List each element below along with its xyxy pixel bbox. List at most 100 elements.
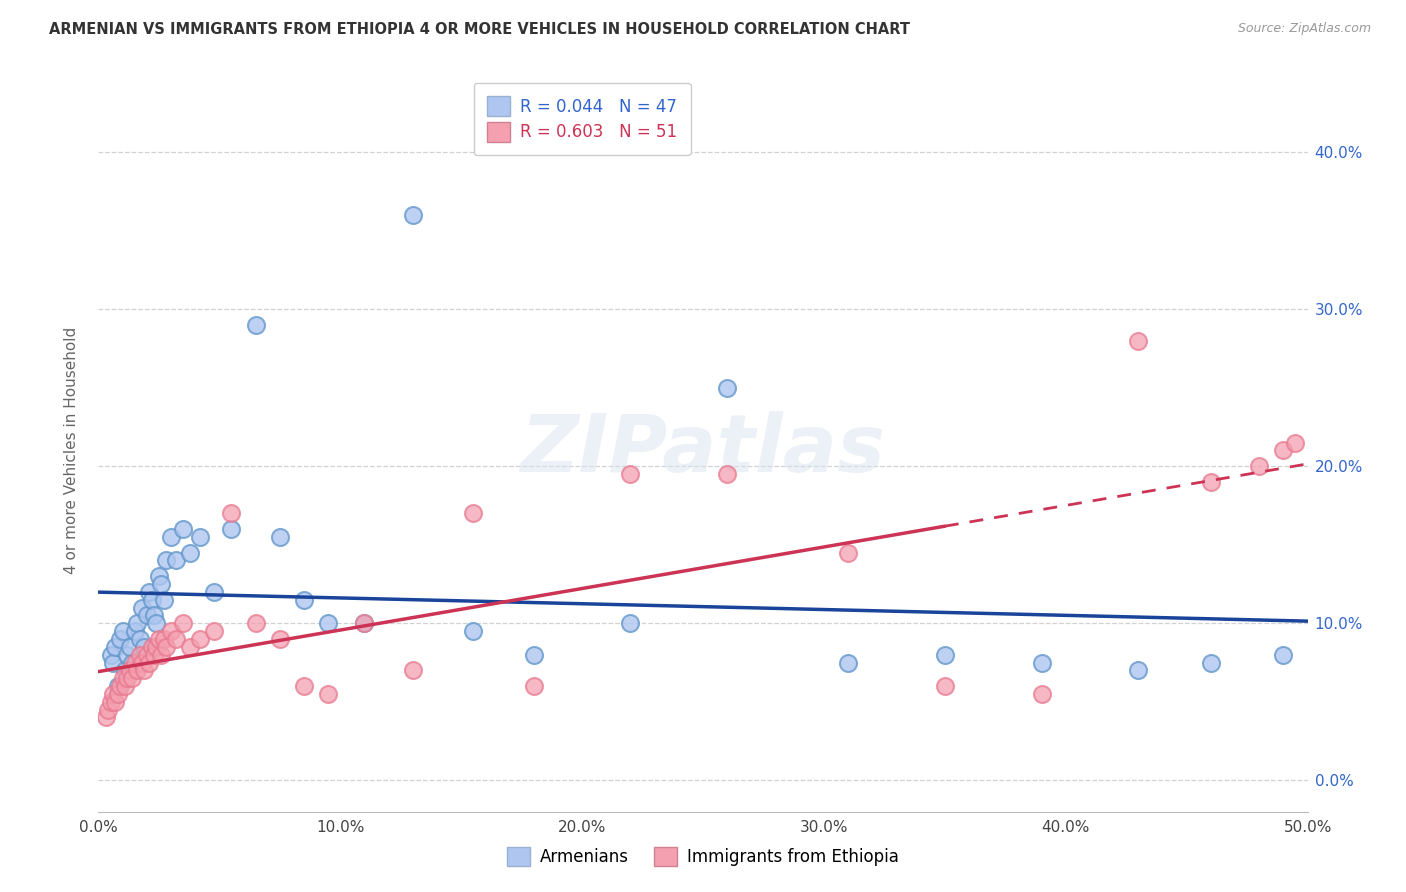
Point [135,608,157,623]
Point [135,648,157,662]
Point [143,648,166,662]
Point [111,671,134,685]
Point [104,695,127,709]
Point [619,467,641,481]
Point [204,624,226,639]
Point [117,671,139,685]
Point [114,679,136,693]
Point [1031,687,1053,701]
Point [131,600,153,615]
Point [269,632,291,646]
Point [107,679,129,693]
Point [1031,656,1053,670]
Point [155,640,177,654]
Point [316,687,339,701]
Point [619,616,641,631]
Point [160,624,183,639]
Point [245,318,267,332]
Point [138,656,160,670]
Point [121,671,143,685]
Point [152,592,174,607]
Point [145,640,167,654]
Point [145,616,167,631]
Point [837,545,859,559]
Point [1199,475,1222,489]
Point [150,648,173,662]
Point [716,467,738,481]
Point [152,632,174,646]
Legend: Armenians, Immigrants from Ethiopia: Armenians, Immigrants from Ethiopia [501,840,905,873]
Point [353,616,375,631]
Point [179,640,201,654]
Point [292,592,315,607]
Point [128,632,150,646]
Point [245,616,267,631]
Point [134,640,156,654]
Point [179,545,201,559]
Point [402,208,425,222]
Point [127,616,149,631]
Point [1272,648,1295,662]
Point [523,648,546,662]
Point [402,664,425,678]
Point [107,687,129,701]
Point [1272,443,1295,458]
Point [100,648,122,662]
Point [117,648,139,662]
Point [716,381,738,395]
Text: ARMENIAN VS IMMIGRANTS FROM ETHIOPIA 4 OR MORE VEHICLES IN HOUSEHOLD CORRELATION: ARMENIAN VS IMMIGRANTS FROM ETHIOPIA 4 O… [49,22,910,37]
Point [128,648,150,662]
Point [150,577,173,591]
Point [160,530,183,544]
Point [463,624,485,639]
Point [141,592,163,607]
Point [100,695,122,709]
Point [1128,664,1150,678]
Y-axis label: 4 or more Vehicles in Household: 4 or more Vehicles in Household [65,326,79,574]
Point [1199,656,1222,670]
Point [204,584,226,599]
Point [127,664,149,678]
Point [124,624,146,639]
Point [148,632,170,646]
Point [165,632,187,646]
Point [108,679,131,693]
Point [121,656,143,670]
Point [269,530,291,544]
Point [353,616,375,631]
Point [172,616,194,631]
Point [1284,435,1306,450]
Point [221,506,243,520]
Point [118,640,141,654]
Point [114,664,136,678]
Point [1128,334,1150,348]
Point [188,530,211,544]
Point [101,687,124,701]
Text: ZIPatlas: ZIPatlas [520,411,886,490]
Point [1249,459,1271,474]
Point [292,679,315,693]
Point [138,584,160,599]
Point [463,506,485,520]
Text: Source: ZipAtlas.com: Source: ZipAtlas.com [1237,22,1371,36]
Point [97,703,120,717]
Point [101,656,124,670]
Point [131,656,153,670]
Point [155,553,177,567]
Point [165,553,187,567]
Point [104,640,127,654]
Point [837,656,859,670]
Point [316,616,339,631]
Point [934,679,956,693]
Point [148,569,170,583]
Point [134,664,156,678]
Point [172,522,194,536]
Point [94,710,117,724]
Point [111,624,134,639]
Point [523,679,546,693]
Point [143,608,166,623]
Point [188,632,211,646]
Point [934,648,956,662]
Point [124,656,146,670]
Legend: R = 0.044   N = 47, R = 0.603   N = 51: R = 0.044 N = 47, R = 0.603 N = 51 [474,83,690,155]
